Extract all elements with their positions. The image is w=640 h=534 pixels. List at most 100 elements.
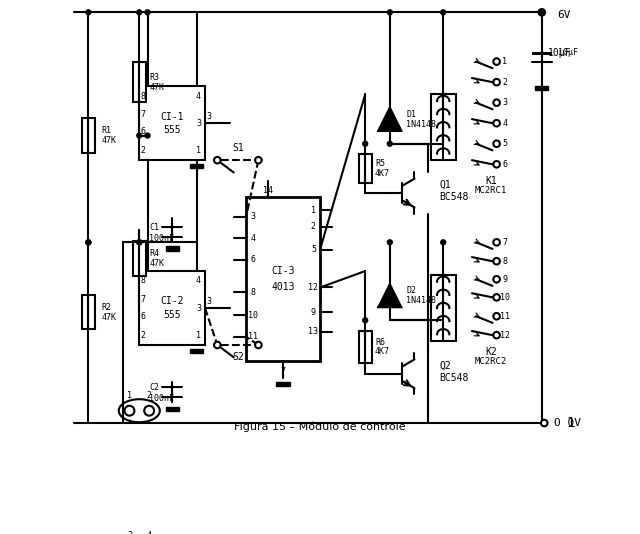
Text: K2: K2 — [485, 347, 497, 357]
Circle shape — [493, 294, 500, 301]
Text: 7: 7 — [141, 111, 146, 120]
Circle shape — [145, 133, 150, 138]
Circle shape — [363, 142, 367, 146]
Text: 4013: 4013 — [271, 282, 295, 293]
Circle shape — [493, 99, 500, 106]
Text: C1: C1 — [149, 223, 159, 232]
Circle shape — [137, 133, 141, 138]
Text: 11: 11 — [500, 312, 510, 321]
Text: 47K: 47K — [149, 83, 164, 91]
Bar — [140, 271, 205, 345]
Text: 8: 8 — [141, 92, 146, 100]
Circle shape — [387, 240, 392, 245]
Text: 7: 7 — [141, 295, 146, 304]
Circle shape — [125, 406, 134, 415]
Text: S1: S1 — [232, 143, 244, 153]
Circle shape — [144, 406, 154, 415]
Text: 4: 4 — [147, 531, 152, 534]
Text: 12: 12 — [500, 331, 510, 340]
Circle shape — [493, 79, 500, 85]
Text: R6: R6 — [375, 337, 385, 347]
Bar — [246, 197, 320, 362]
Text: 3: 3 — [127, 531, 132, 534]
Circle shape — [255, 342, 262, 348]
Circle shape — [493, 140, 500, 147]
Bar — [532, 52, 552, 55]
Text: 1: 1 — [196, 331, 201, 340]
Circle shape — [86, 240, 91, 245]
Text: 14: 14 — [263, 186, 273, 195]
Text: R1: R1 — [102, 126, 111, 135]
Text: D2: D2 — [406, 286, 416, 295]
Bar — [132, 241, 146, 276]
Circle shape — [493, 332, 500, 339]
Circle shape — [441, 10, 445, 15]
Text: S2: S2 — [232, 352, 244, 363]
Text: R5: R5 — [375, 159, 385, 168]
Text: 4: 4 — [196, 277, 201, 286]
Text: 3: 3 — [250, 213, 255, 222]
Circle shape — [493, 276, 500, 282]
Text: C2: C2 — [149, 383, 159, 392]
Bar — [190, 349, 204, 353]
Text: 3: 3 — [196, 303, 201, 312]
Text: 10: 10 — [248, 311, 258, 320]
Text: 1: 1 — [127, 391, 132, 400]
Text: 100nF: 100nF — [149, 234, 174, 243]
Circle shape — [137, 10, 141, 15]
Text: Q1: Q1 — [439, 180, 451, 190]
Bar — [82, 119, 95, 153]
Text: 4K7: 4K7 — [375, 169, 390, 178]
Text: 4: 4 — [250, 234, 255, 243]
Text: 8: 8 — [250, 288, 255, 297]
Text: R2: R2 — [102, 303, 111, 312]
Text: 13: 13 — [308, 327, 319, 336]
Bar — [166, 246, 179, 250]
Circle shape — [441, 240, 445, 245]
Bar — [190, 164, 204, 168]
Text: CI-3: CI-3 — [271, 266, 295, 276]
Circle shape — [137, 240, 141, 245]
Circle shape — [540, 10, 544, 15]
Bar — [82, 295, 95, 329]
Text: 1: 1 — [311, 206, 316, 215]
Text: 2: 2 — [502, 77, 508, 87]
Text: O 0V: O 0V — [554, 418, 581, 428]
Text: 4K7: 4K7 — [375, 348, 390, 357]
Text: 3: 3 — [196, 119, 201, 128]
Text: 1N4148: 1N4148 — [406, 296, 436, 305]
Circle shape — [255, 157, 262, 163]
Circle shape — [493, 120, 500, 127]
Text: 10μF: 10μF — [548, 49, 572, 58]
Circle shape — [86, 240, 91, 245]
Circle shape — [538, 9, 545, 15]
Text: 4: 4 — [196, 92, 201, 100]
Text: 47K: 47K — [102, 312, 116, 321]
Text: 6: 6 — [141, 127, 146, 136]
Text: 5: 5 — [502, 139, 508, 148]
Circle shape — [363, 318, 367, 323]
Text: 555: 555 — [163, 310, 181, 320]
Circle shape — [493, 258, 500, 264]
Bar — [358, 331, 372, 363]
Circle shape — [493, 313, 500, 319]
Text: 9: 9 — [502, 275, 508, 284]
Text: CI-2: CI-2 — [161, 296, 184, 307]
Circle shape — [214, 342, 221, 348]
Text: 2: 2 — [141, 331, 146, 340]
Text: 2: 2 — [311, 222, 316, 231]
Circle shape — [387, 10, 392, 15]
Circle shape — [137, 240, 141, 245]
Text: 1: 1 — [196, 146, 201, 155]
Bar — [166, 406, 179, 411]
Text: R4: R4 — [149, 249, 159, 258]
Polygon shape — [378, 108, 401, 131]
Text: 1N4148: 1N4148 — [406, 120, 436, 129]
Text: 11: 11 — [248, 332, 258, 341]
Text: 3: 3 — [502, 98, 508, 107]
Text: BC548: BC548 — [439, 373, 468, 383]
Text: 12: 12 — [308, 283, 319, 292]
Bar — [276, 382, 290, 386]
Bar — [132, 62, 146, 102]
Text: R3: R3 — [149, 73, 159, 82]
